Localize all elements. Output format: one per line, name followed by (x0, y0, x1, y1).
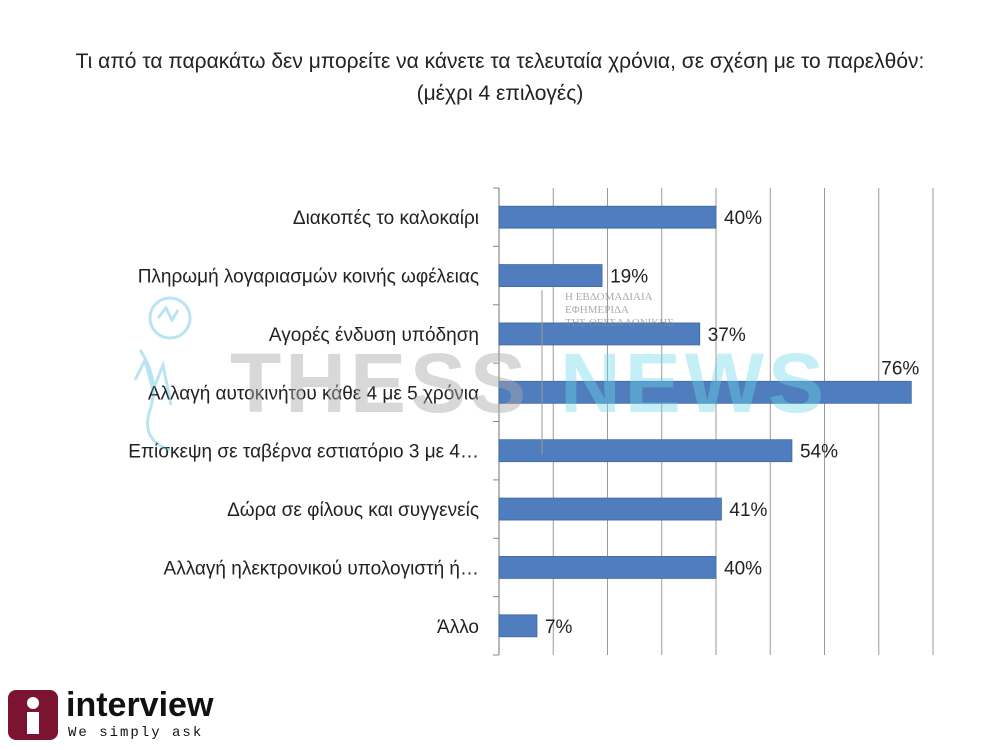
bar (498, 205, 717, 229)
logo-tagline: We simply ask (68, 725, 204, 741)
data-label: 37% (708, 325, 746, 346)
category-label: Επίσκεψη σε ταβέρνα εστιατόριο 3 με 4… (128, 442, 479, 463)
data-label: 40% (724, 208, 762, 229)
logo-name: interview (66, 686, 214, 724)
interview-logo: interview We simply ask (8, 686, 228, 745)
data-label: 54% (800, 442, 838, 463)
category-label: Διακοπές το καλοκαίρι (293, 208, 479, 229)
bar (498, 497, 722, 521)
category-label: Αλλαγή ηλεκτρονικού υπολογιστή ή… (164, 558, 479, 579)
data-label: 76% (881, 358, 919, 379)
bar (498, 264, 603, 287)
bar (498, 614, 538, 638)
category-label: Αγορές ένδυση υπόδηση (269, 325, 479, 346)
data-label: 7% (545, 617, 573, 638)
data-label: 41% (729, 500, 767, 521)
category-label: Δώρα σε φίλους και συγγενείς (227, 500, 479, 521)
category-label: Άλλο (437, 617, 479, 638)
info-logo-icon (8, 690, 58, 740)
data-label: 40% (724, 558, 762, 579)
bar (498, 556, 717, 579)
category-label: Πληρωμή λογαριασμών κοινής ωφέλειας (138, 267, 479, 288)
bar (498, 322, 701, 346)
bar (498, 439, 793, 463)
category-label: Αλλαγή αυτοκινήτου κάθε 4 με 5 χρόνια (148, 383, 479, 404)
chart-title: Τι από τα παρακάτω δεν μπορείτε να κάνετ… (75, 50, 925, 105)
bar (498, 380, 912, 404)
data-label: 19% (610, 267, 648, 288)
